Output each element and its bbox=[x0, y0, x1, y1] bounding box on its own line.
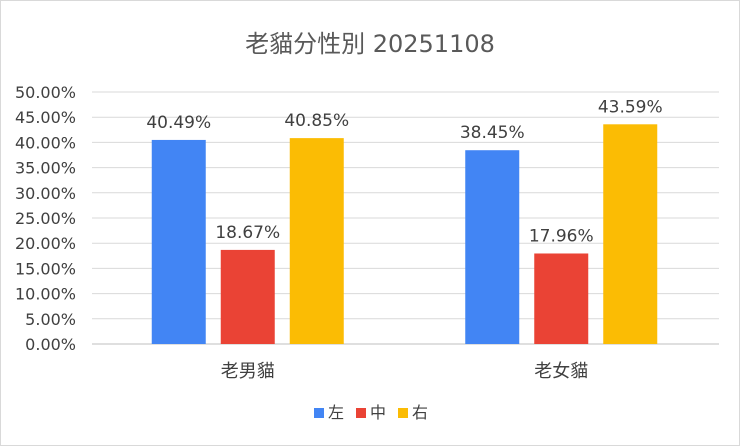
bar-左-老女貓 bbox=[465, 150, 520, 344]
bar-右-老女貓 bbox=[603, 124, 658, 344]
y-tick-label: 10.00% bbox=[15, 285, 76, 304]
y-tick-label: 40.00% bbox=[15, 133, 76, 152]
legend-label: 中 bbox=[370, 403, 386, 422]
legend-swatch bbox=[314, 408, 324, 418]
y-tick-label: 35.00% bbox=[15, 159, 76, 178]
y-tick-label: 0.00% bbox=[25, 335, 76, 354]
legend-swatch bbox=[356, 408, 366, 418]
data-label: 18.67% bbox=[215, 223, 280, 243]
bar-左-老男貓 bbox=[151, 139, 206, 344]
legend-label: 右 bbox=[412, 403, 428, 422]
x-category-label: 老女貓 bbox=[534, 361, 588, 382]
data-label: 40.49% bbox=[146, 113, 211, 133]
data-label: 40.85% bbox=[284, 111, 349, 131]
legend-swatch bbox=[398, 408, 408, 418]
data-labels: 40.49% 18.67% 40.85% 38.45% 17.96% 43.59% bbox=[146, 97, 662, 246]
y-tick-label: 15.00% bbox=[15, 259, 76, 278]
y-tick-label: 50.00% bbox=[15, 83, 76, 102]
data-label: 17.96% bbox=[529, 226, 594, 246]
bars bbox=[151, 124, 658, 344]
bar-中-老女貓 bbox=[534, 253, 589, 344]
y-tick-label: 45.00% bbox=[15, 108, 76, 127]
y-tick-label: 5.00% bbox=[25, 310, 76, 329]
x-axis-category-labels: 老男貓 老女貓 bbox=[221, 361, 589, 382]
data-label: 43.59% bbox=[598, 97, 663, 117]
y-tick-label: 30.00% bbox=[15, 184, 76, 203]
data-label: 38.45% bbox=[460, 123, 525, 143]
x-category-label: 老男貓 bbox=[221, 361, 275, 382]
chart-title: 老貓分性別 20251108 bbox=[245, 30, 495, 58]
bar-右-老男貓 bbox=[289, 138, 344, 344]
legend: 左中右 bbox=[314, 403, 428, 422]
y-tick-label: 25.00% bbox=[15, 209, 76, 228]
y-axis-tick-labels: 0.00% 5.00% 10.00% 15.00% 20.00% 25.00% 30.00%… bbox=[15, 83, 76, 354]
legend-label: 左 bbox=[328, 403, 344, 422]
bar-中-老男貓 bbox=[220, 249, 275, 344]
y-tick-label: 20.00% bbox=[15, 234, 76, 253]
